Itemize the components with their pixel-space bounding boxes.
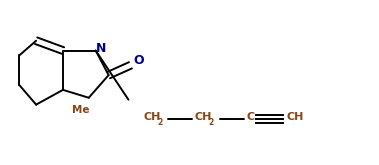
- Text: 2: 2: [209, 118, 214, 127]
- Text: CH: CH: [286, 112, 304, 122]
- Text: Me: Me: [72, 105, 89, 115]
- Text: N: N: [96, 42, 106, 55]
- Text: CH: CH: [143, 112, 161, 122]
- Text: C: C: [247, 112, 255, 122]
- Text: O: O: [133, 54, 144, 67]
- Text: 2: 2: [157, 118, 163, 127]
- Text: CH: CH: [195, 112, 212, 122]
